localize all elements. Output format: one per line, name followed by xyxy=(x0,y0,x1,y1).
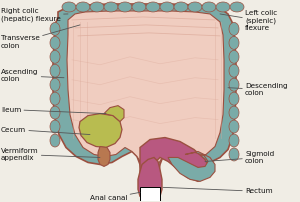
Ellipse shape xyxy=(118,2,132,12)
Polygon shape xyxy=(168,152,215,181)
Polygon shape xyxy=(79,114,122,147)
Ellipse shape xyxy=(50,92,60,105)
Text: Rectum: Rectum xyxy=(163,187,273,194)
Ellipse shape xyxy=(50,22,60,35)
Ellipse shape xyxy=(230,2,244,12)
Polygon shape xyxy=(140,138,210,182)
Polygon shape xyxy=(67,11,224,169)
Ellipse shape xyxy=(174,2,188,12)
Text: Transverse
colon: Transverse colon xyxy=(1,25,80,49)
Ellipse shape xyxy=(216,2,230,12)
Ellipse shape xyxy=(50,134,60,147)
Text: Descending
colon: Descending colon xyxy=(228,83,288,96)
Ellipse shape xyxy=(229,50,239,63)
Polygon shape xyxy=(98,146,110,166)
Ellipse shape xyxy=(229,64,239,77)
Ellipse shape xyxy=(50,36,60,49)
Bar xyxy=(140,187,160,201)
Ellipse shape xyxy=(229,148,239,161)
Ellipse shape xyxy=(76,2,90,12)
Polygon shape xyxy=(53,4,236,187)
Ellipse shape xyxy=(146,2,160,12)
Ellipse shape xyxy=(90,2,104,12)
Ellipse shape xyxy=(50,78,60,91)
Text: Ileum: Ileum xyxy=(1,107,106,114)
Ellipse shape xyxy=(229,106,239,119)
Text: Anal canal: Anal canal xyxy=(90,192,140,201)
Ellipse shape xyxy=(229,36,239,49)
Ellipse shape xyxy=(229,134,239,147)
Ellipse shape xyxy=(229,92,239,105)
Polygon shape xyxy=(138,158,162,199)
Polygon shape xyxy=(104,106,124,122)
Ellipse shape xyxy=(202,2,216,12)
Ellipse shape xyxy=(132,2,146,12)
Ellipse shape xyxy=(229,120,239,133)
Ellipse shape xyxy=(160,2,174,12)
Ellipse shape xyxy=(188,2,202,12)
Ellipse shape xyxy=(50,50,60,63)
Text: Vermiform
appendix: Vermiform appendix xyxy=(1,148,100,161)
Text: Right colic
(hepatic) flexure: Right colic (hepatic) flexure xyxy=(1,8,68,22)
Ellipse shape xyxy=(229,22,239,35)
Text: Cecum: Cecum xyxy=(1,127,90,135)
Ellipse shape xyxy=(229,78,239,91)
Ellipse shape xyxy=(50,120,60,133)
Ellipse shape xyxy=(104,2,118,12)
Ellipse shape xyxy=(50,106,60,119)
Text: Left colic
(splenic)
flexure: Left colic (splenic) flexure xyxy=(220,10,277,32)
Text: Ascending
colon: Ascending colon xyxy=(1,69,64,82)
Ellipse shape xyxy=(62,2,76,12)
Text: Sigmoid
colon: Sigmoid colon xyxy=(205,151,274,164)
Ellipse shape xyxy=(50,64,60,77)
